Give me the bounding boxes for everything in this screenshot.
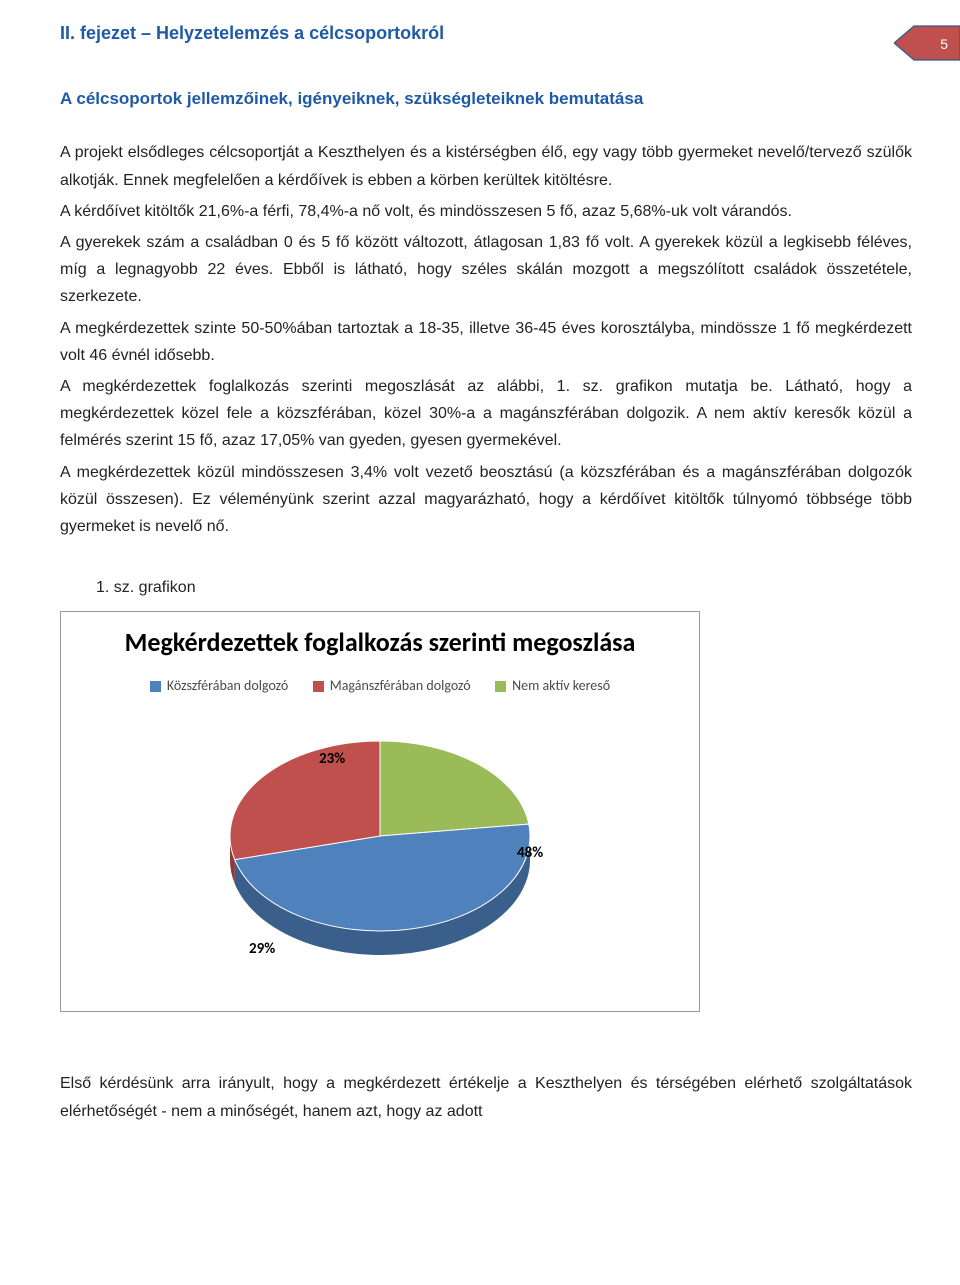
- legend-label: Közszférában dolgozó: [167, 677, 288, 694]
- paragraph: A megkérdezettek szinte 50-50%ában tarto…: [60, 315, 912, 369]
- paragraph: A megkérdezettek közül mindösszesen 3,4%…: [60, 459, 912, 541]
- legend-label: Nem aktív kereső: [512, 677, 610, 694]
- legend-swatch: [150, 681, 161, 692]
- legend-label: Magánszférában dolgozó: [330, 677, 471, 694]
- legend-swatch: [495, 681, 506, 692]
- paragraph: A kérdőívet kitöltők 21,6%-a férfi, 78,4…: [60, 198, 912, 225]
- pie-svg: [190, 721, 570, 971]
- chart-legend: Közszférában dolgozó Magánszférában dolg…: [79, 672, 681, 699]
- paragraph: A projekt elsődleges célcsoportját a Kes…: [60, 139, 912, 193]
- legend-item: Közszférában dolgozó: [150, 674, 288, 698]
- legend-swatch: [313, 681, 324, 692]
- paragraph: A gyerekek szám a családban 0 és 5 fő kö…: [60, 229, 912, 311]
- occupation-pie-chart: Megkérdezettek foglalkozás szerinti mego…: [60, 611, 700, 1012]
- pie-percent-label: 23%: [319, 747, 345, 773]
- page-number-badge: 5: [894, 24, 960, 62]
- pie-percent-label: 48%: [517, 841, 543, 867]
- chapter-heading: II. fejezet – Helyzetelemzés a célcsopor…: [60, 18, 912, 49]
- pie-area: 48% 29% 23%: [79, 721, 681, 981]
- page-arrow-shape: [894, 26, 960, 60]
- paragraph: Első kérdésünk arra irányult, hogy a meg…: [60, 1070, 912, 1124]
- pie-percent-label: 29%: [249, 937, 275, 963]
- figure-caption: 1. sz. grafikon: [96, 574, 912, 601]
- section-heading: A célcsoportok jellemzőinek, igényeiknek…: [60, 85, 912, 114]
- paragraph: A megkérdezettek foglalkozás szerinti me…: [60, 373, 912, 455]
- page-number: 5: [940, 33, 948, 57]
- legend-item: Magánszférában dolgozó: [313, 674, 471, 698]
- legend-item: Nem aktív kereső: [495, 674, 610, 698]
- chart-title: Megkérdezettek foglalkozás szerinti mego…: [79, 628, 681, 658]
